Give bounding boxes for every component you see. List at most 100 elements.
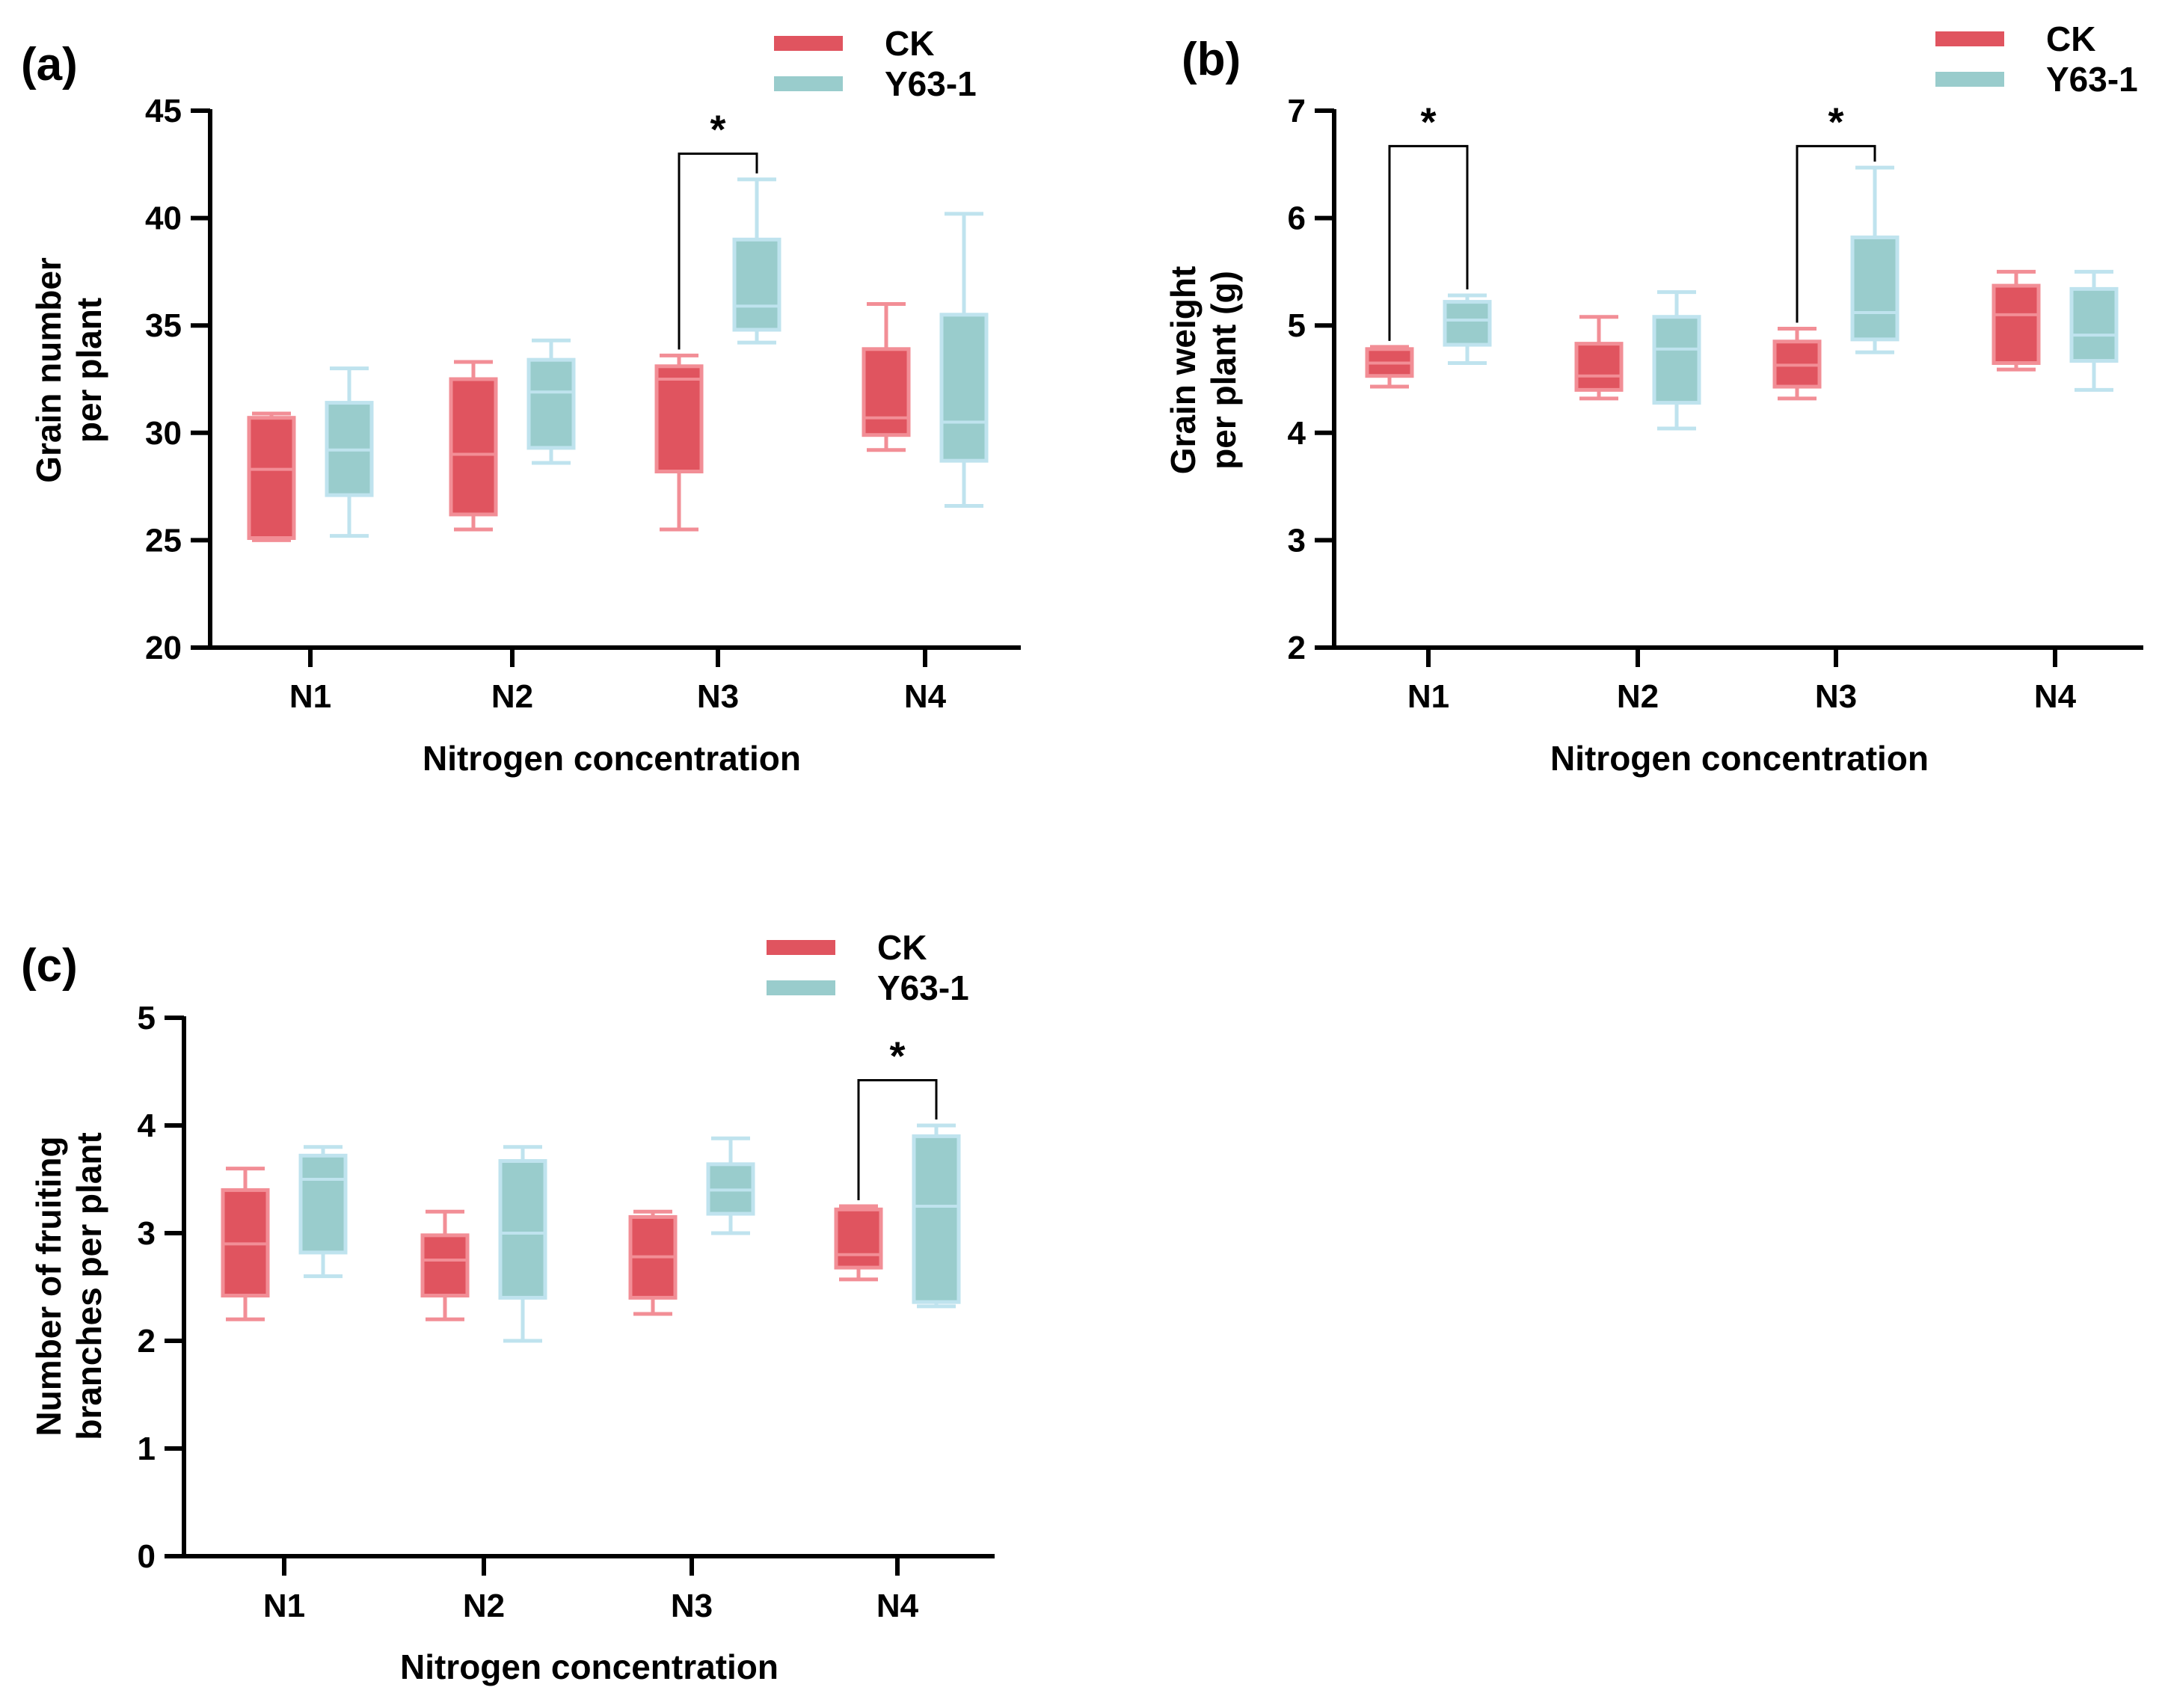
significance-n3: * bbox=[1796, 99, 1876, 323]
box-y63-1-n4 bbox=[2069, 269, 2119, 392]
y-tick-label: 20 bbox=[145, 630, 182, 666]
y-tick-label: 2 bbox=[1288, 630, 1306, 666]
x-tick-label: N4 bbox=[876, 1588, 919, 1624]
box-body bbox=[1850, 235, 1900, 342]
chart-panel-b: (b) 2 3 4 5 6 7 N1 N2 N3 N4 Nitrogen concentration G… bbox=[1164, 19, 2143, 778]
box-body bbox=[939, 313, 989, 463]
box-y63-1-n4 bbox=[939, 212, 989, 508]
box-ck-n3 bbox=[1772, 327, 1822, 401]
box-y63-1-n4 bbox=[912, 1123, 961, 1309]
significance-bracket bbox=[1796, 144, 1876, 323]
y-axis-title-line: branches per plant bbox=[70, 1132, 108, 1440]
significance-bracket bbox=[857, 1079, 938, 1200]
x-tick-label: N1 bbox=[263, 1588, 305, 1624]
box-body bbox=[298, 1153, 348, 1255]
box-ck-n2 bbox=[449, 360, 498, 532]
legend-swatch-ck bbox=[774, 36, 843, 51]
x-tick-label: N4 bbox=[904, 678, 947, 715]
y-axis-title-line: per plant (g) bbox=[1204, 271, 1243, 470]
box-body bbox=[862, 347, 911, 437]
significance-bracket bbox=[1388, 144, 1469, 341]
box-y63-1-n2 bbox=[498, 1145, 547, 1343]
box-body bbox=[834, 1207, 883, 1270]
panel-label: (c) bbox=[21, 940, 78, 992]
significance-star: * bbox=[1420, 99, 1436, 144]
y-tick-label: 5 bbox=[1288, 307, 1306, 344]
legend-label: Y63-1 bbox=[877, 968, 969, 1007]
x-tick-label: N4 bbox=[2034, 678, 2077, 715]
y-axis-title-line: Grain weight bbox=[1164, 266, 1203, 475]
y-axis-title-line: Grain number bbox=[29, 257, 68, 483]
y-axis-title: Grain number per plant bbox=[29, 257, 108, 483]
significance-star: * bbox=[889, 1034, 905, 1079]
box-y63-1-n1 bbox=[298, 1145, 348, 1279]
y-tick-label: 1 bbox=[138, 1431, 156, 1467]
box-body bbox=[498, 1159, 547, 1300]
significance-n4: * bbox=[857, 1034, 938, 1200]
y-axis-title: Grain weight per plant (g) bbox=[1164, 266, 1243, 475]
box-ck-n4 bbox=[834, 1204, 883, 1282]
box-ck-n2 bbox=[1574, 315, 1624, 401]
box-body bbox=[1992, 283, 2041, 365]
chart-panel-a: (a) 20 25 30 35 40 45 N1 N2 N3 N4 Nitrogen concentr… bbox=[21, 24, 1021, 778]
y-axis-title-line: per plant bbox=[70, 298, 108, 443]
y-tick-label: 5 bbox=[138, 1000, 156, 1036]
y-axis-title: Number of fruiting branches per plant bbox=[29, 1132, 108, 1440]
y-tick-label: 4 bbox=[1288, 415, 1306, 452]
x-tick-label: N2 bbox=[491, 678, 533, 715]
legend-swatch-ck bbox=[1935, 31, 2004, 46]
significance-n3: * bbox=[678, 107, 758, 350]
legend-label: Y63-1 bbox=[885, 64, 977, 103]
chart-panel-c: (c) 0 1 2 3 4 5 N1 N2 N3 N4 Nitrogen concentration N… bbox=[21, 928, 995, 1686]
legend-swatch-y63-1 bbox=[774, 76, 843, 91]
y-tick-label: 6 bbox=[1288, 200, 1306, 237]
y-tick-label: 45 bbox=[145, 93, 182, 129]
box-ck-n3 bbox=[628, 1209, 678, 1316]
box-body bbox=[1443, 300, 1492, 347]
box-y63-1-n2 bbox=[1652, 290, 1701, 431]
panel-label: (b) bbox=[1182, 34, 1241, 85]
y-tick-label: 7 bbox=[1288, 93, 1306, 129]
legend-label: CK bbox=[885, 24, 934, 63]
y-tick-label: 40 bbox=[145, 200, 182, 237]
box-ck-n4 bbox=[862, 301, 911, 452]
legend-label: CK bbox=[877, 928, 927, 967]
legend-swatch-ck bbox=[767, 940, 835, 955]
x-axis-title: Nitrogen concentration bbox=[423, 739, 801, 778]
box-body bbox=[1574, 342, 1624, 392]
y-tick-label: 35 bbox=[145, 307, 182, 344]
y-tick-label: 3 bbox=[138, 1215, 156, 1252]
panel-label: (a) bbox=[21, 39, 78, 90]
y-tick-label: 4 bbox=[138, 1108, 156, 1144]
box-body bbox=[2069, 286, 2119, 363]
legend-label: CK bbox=[2046, 19, 2095, 58]
x-axis-title: Nitrogen concentration bbox=[400, 1647, 779, 1686]
box-body bbox=[420, 1233, 470, 1298]
y-tick-label: 30 bbox=[145, 415, 182, 452]
box-body bbox=[1652, 315, 1701, 405]
x-tick-label: N3 bbox=[671, 1588, 713, 1624]
box-body bbox=[732, 237, 781, 332]
legend-label: Y63-1 bbox=[2046, 60, 2138, 99]
x-tick-label: N2 bbox=[1617, 678, 1659, 715]
box-ck-n4 bbox=[1992, 269, 2041, 372]
box-ck-n3 bbox=[654, 353, 704, 532]
x-tick-label: N3 bbox=[1815, 678, 1857, 715]
x-tick-label: N3 bbox=[697, 678, 739, 715]
significance-star: * bbox=[710, 107, 725, 152]
y-tick-label: 0 bbox=[138, 1538, 156, 1575]
x-axis-title: Nitrogen concentration bbox=[1550, 739, 1929, 778]
y-axis-title-line: Number of fruiting bbox=[29, 1136, 68, 1436]
y-tick-label: 3 bbox=[1288, 522, 1306, 559]
box-body bbox=[449, 377, 498, 517]
significance-n1: * bbox=[1388, 99, 1469, 341]
box-y63-1-n3 bbox=[732, 177, 781, 345]
box-ck-n1 bbox=[221, 1167, 270, 1321]
box-y63-1-n1 bbox=[325, 366, 374, 538]
legend-swatch-y63-1 bbox=[1935, 72, 2004, 87]
box-body bbox=[654, 364, 704, 473]
box-y63-1-n1 bbox=[1443, 293, 1492, 365]
y-tick-label: 2 bbox=[138, 1323, 156, 1360]
